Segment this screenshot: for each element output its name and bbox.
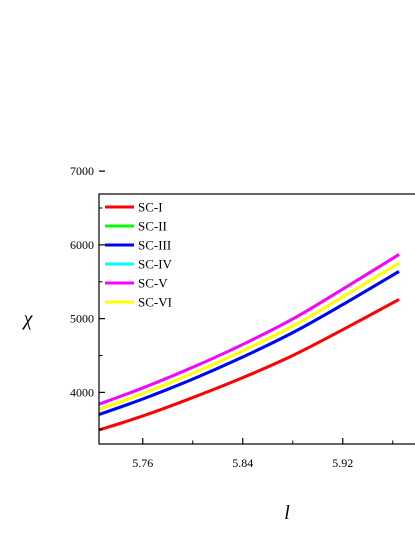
series-line-sc-vi: [99, 261, 400, 411]
series-layer: [99, 253, 400, 432]
x-axis: 5.76 5.84 5.92: [132, 438, 394, 470]
y-tick-label: 4000: [70, 385, 94, 399]
series-line-sc-v: [99, 253, 400, 406]
legend-label-sc-ii: SC-II: [138, 219, 167, 234]
legend-label-sc-v: SC-V: [138, 276, 168, 291]
y-tick-label: 5000: [70, 312, 94, 326]
x-tick-label: 5.92: [332, 456, 353, 470]
x-axis-title: l: [284, 502, 290, 524]
legend: SC-I SC-II SC-III SC-IV SC-V SC-VI: [105, 200, 173, 310]
legend-label-sc-vi: SC-VI: [138, 295, 172, 310]
x-tick-label: 5.84: [232, 456, 253, 470]
legend-label-sc-iv: SC-IV: [138, 257, 173, 272]
y-tick-label: 7000: [70, 164, 94, 178]
series-line-sc-iii: [99, 270, 400, 416]
legend-label-sc-iii: SC-III: [138, 238, 171, 253]
x-tick-label: 5.76: [132, 456, 153, 470]
y-axis: 4000 5000 6000 7000: [70, 164, 105, 430]
series-line-sc-i: [99, 298, 400, 432]
y-tick-label: 6000: [70, 238, 94, 252]
legend-label-sc-i: SC-I: [138, 200, 163, 215]
y-axis-title: χ: [22, 308, 34, 330]
